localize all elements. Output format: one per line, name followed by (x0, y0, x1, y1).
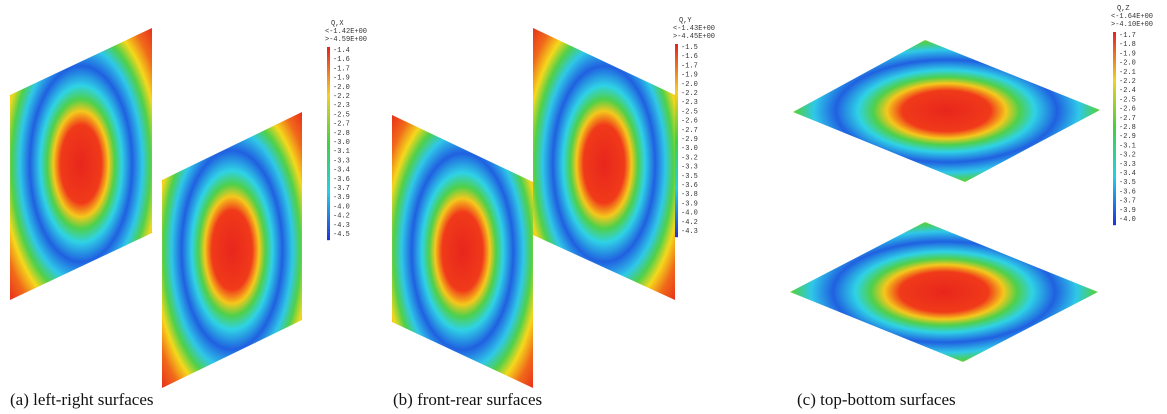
colorbar-label: -4.0 (1119, 216, 1136, 224)
colorbar (1113, 32, 1116, 226)
colorbar-label: -4.2 (681, 219, 698, 227)
colorbar-label: -2.3 (333, 102, 350, 110)
surface (10, 28, 152, 300)
colorbar-label: -2.5 (681, 108, 698, 116)
colorbar-title: Q,Z (1117, 5, 1130, 13)
colorbar-label: -3.6 (1119, 188, 1136, 196)
caption: (b) front-rear surfaces (393, 390, 542, 409)
colorbar-title: Q,Y (679, 17, 692, 25)
colorbar-label: -2.2 (333, 93, 350, 101)
colorbar-label: -2.3 (681, 99, 698, 107)
colorbar-max: <-1.42E+00 (325, 28, 367, 36)
colorbar-label: -4.3 (333, 222, 350, 230)
colorbar-label: -3.7 (333, 185, 350, 193)
colorbar-label: -4.0 (681, 210, 698, 218)
colorbar-label: -2.9 (1119, 133, 1136, 141)
colorbar-label: -1.7 (1119, 32, 1136, 40)
colorbar-label: -4.5 (333, 231, 350, 239)
caption: (a) left-right surfaces (10, 390, 153, 409)
surface (793, 40, 1100, 182)
colorbar-min: >-4.45E+00 (673, 33, 715, 41)
colorbar-label: -3.0 (681, 145, 698, 153)
surface (790, 222, 1098, 362)
colorbar-label: -3.6 (681, 182, 698, 190)
colorbar-label: -1.6 (681, 53, 698, 61)
colorbar-label: -3.9 (333, 194, 350, 202)
colorbar-label: -2.1 (1119, 69, 1136, 77)
colorbar-label: -2.8 (1119, 124, 1136, 132)
colorbar-label: -1.7 (333, 65, 350, 73)
colorbar-label: -2.5 (1119, 96, 1136, 104)
colorbar-label: -1.5 (681, 44, 698, 52)
colorbar-label: -3.6 (333, 176, 350, 184)
colorbar-label: -1.4 (333, 47, 350, 55)
colorbar-label: -2.9 (681, 136, 698, 144)
colorbar-label: -3.4 (333, 167, 350, 175)
colorbar-label: -2.6 (1119, 106, 1136, 114)
colorbar-label: -3.5 (681, 173, 698, 181)
colorbar-label: -2.5 (333, 111, 350, 119)
surface (392, 115, 533, 388)
colorbar-label: -3.3 (333, 157, 350, 165)
colorbar (327, 47, 330, 241)
colorbar-label: -1.9 (1119, 50, 1136, 58)
colorbar-label: -2.2 (681, 90, 698, 98)
colorbar-label: -3.9 (681, 200, 698, 208)
colorbar-label: -2.2 (1119, 78, 1136, 86)
colorbar-label: -4.0 (333, 203, 350, 211)
surfaces (10, 28, 1100, 388)
colorbar-label: -1.7 (681, 62, 698, 70)
colorbar (675, 44, 678, 238)
colorbar-max: <-1.43E+00 (673, 25, 715, 33)
colorbar-label: -3.3 (681, 164, 698, 172)
colorbar-label: -2.7 (681, 127, 698, 135)
surface (162, 112, 302, 388)
colorbar-label: -3.9 (1119, 207, 1136, 215)
colorbar-label: -3.1 (333, 148, 350, 156)
colorbar-title: Q,X (331, 20, 344, 28)
colorbar-label: -4.2 (333, 213, 350, 221)
colorbar-label: -3.2 (681, 154, 698, 162)
colorbar-label: -2.6 (681, 118, 698, 126)
caption: (c) top-bottom surfaces (797, 390, 956, 409)
colorbar-label: -2.0 (333, 84, 350, 92)
colorbar-max: <-1.64E+00 (1111, 13, 1153, 21)
colorbar-label: -2.7 (1119, 115, 1136, 123)
colorbar-label: -2.0 (1119, 60, 1136, 68)
colorbar-label: -3.8 (681, 191, 698, 199)
colorbar-label: -1.6 (333, 56, 350, 64)
colorbar-min: >-4.59E+00 (325, 36, 367, 44)
colorbar-min: >-4.10E+00 (1111, 21, 1153, 29)
colorbar-label: -2.7 (333, 121, 350, 129)
colorbar-label: -1.8 (1119, 41, 1136, 49)
colorbar-label: -3.7 (1119, 198, 1136, 206)
colorbar-label: -3.2 (1119, 152, 1136, 160)
colorbar-label: -4.3 (681, 228, 698, 236)
surface (533, 28, 675, 300)
colorbar-label: -3.1 (1119, 142, 1136, 150)
colorbar-label: -3.3 (1119, 161, 1136, 169)
colorbar-label: -2.4 (1119, 87, 1136, 95)
colorbar-label: -3.4 (1119, 170, 1136, 178)
colorbar-label: -2.8 (333, 130, 350, 138)
colorbar-label: -2.0 (681, 81, 698, 89)
colorbar-label: -1.9 (333, 75, 350, 83)
colorbar-label: -3.5 (1119, 179, 1136, 187)
colorbar-label: -3.0 (333, 139, 350, 147)
colorbar-label: -1.9 (681, 72, 698, 80)
